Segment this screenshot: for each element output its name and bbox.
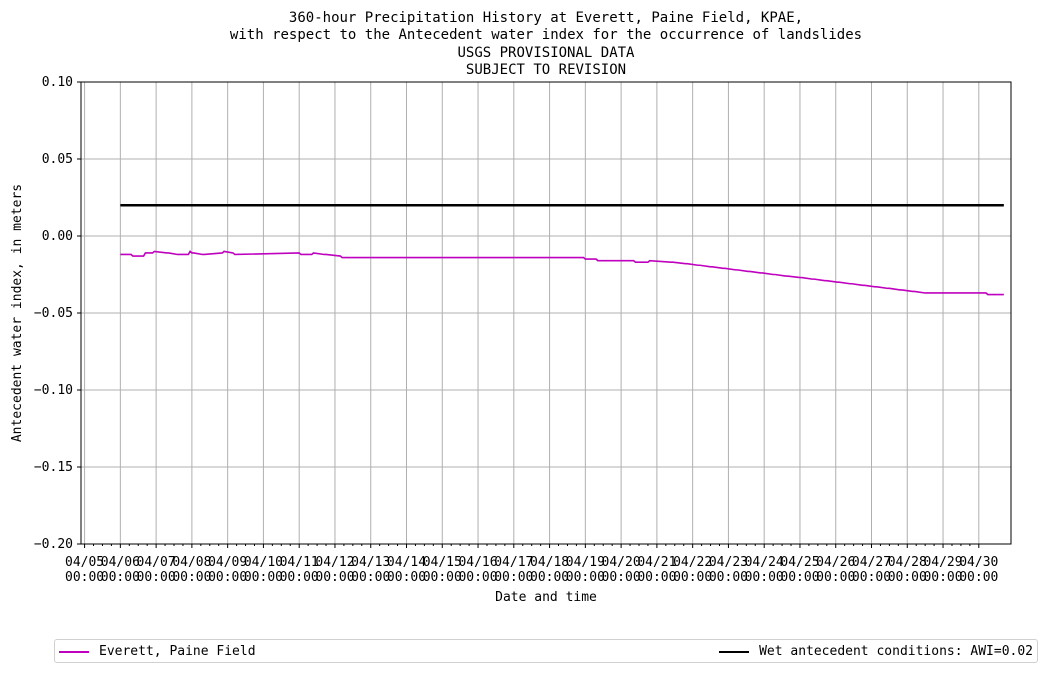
y-axis-ticks: 0.10 0.05 0.00 −0.05 −0.10 −0.15 −0.20 — [34, 75, 81, 552]
x-tick-time-label: 00:00 — [923, 570, 962, 585]
x-tick-time-label: 00:00 — [387, 570, 426, 585]
x-tick-date-label: 04/10 — [244, 555, 283, 570]
y-tick-label: 0.05 — [42, 152, 73, 167]
x-tick-date-label: 04/22 — [673, 555, 712, 570]
x-tick-time-label: 00:00 — [602, 570, 641, 585]
x-tick-date-label: 04/15 — [423, 555, 462, 570]
x-tick-date-label: 04/09 — [208, 555, 247, 570]
x-tick-date-label: 04/14 — [387, 555, 426, 570]
x-tick-date-label: 04/19 — [566, 555, 605, 570]
x-tick-date-label: 04/24 — [745, 555, 784, 570]
x-tick-date-label: 04/16 — [458, 555, 497, 570]
x-tick-time-label: 00:00 — [494, 570, 533, 585]
x-tick-time-label: 00:00 — [208, 570, 247, 585]
x-tick-time-label: 00:00 — [673, 570, 712, 585]
y-tick-label: −0.15 — [34, 460, 73, 475]
x-axis-ticks: 04/0500:0004/0600:0004/0700:0004/0800:00… — [65, 544, 998, 585]
x-tick-time-label: 00:00 — [137, 570, 176, 585]
legend-item-wet-threshold: Wet antecedent conditions: AWI=0.02 — [719, 644, 1033, 659]
x-tick-date-label: 04/21 — [637, 555, 676, 570]
x-tick-time-label: 00:00 — [280, 570, 319, 585]
x-tick-time-label: 00:00 — [530, 570, 569, 585]
x-tick-date-label: 04/30 — [959, 555, 998, 570]
y-axis-label: Antecedent water index, in meters — [10, 184, 25, 442]
x-tick-time-label: 00:00 — [172, 570, 211, 585]
x-tick-date-label: 04/20 — [602, 555, 641, 570]
x-tick-time-label: 00:00 — [745, 570, 784, 585]
legend-item-everett: Everett, Paine Field — [59, 644, 256, 659]
x-tick-date-label: 04/18 — [530, 555, 569, 570]
x-tick-time-label: 00:00 — [423, 570, 462, 585]
title-line-1: 360-hour Precipitation History at Everet… — [289, 10, 803, 26]
x-tick-date-label: 04/06 — [101, 555, 140, 570]
x-tick-time-label: 00:00 — [816, 570, 855, 585]
x-tick-time-label: 00:00 — [65, 570, 104, 585]
x-tick-date-label: 04/08 — [172, 555, 211, 570]
x-tick-time-label: 00:00 — [566, 570, 605, 585]
legend: Everett, Paine Field Wet antecedent cond… — [54, 639, 1038, 663]
title-line-2: with respect to the Antecedent water ind… — [230, 27, 862, 43]
series-layer — [120, 203, 1004, 296]
x-tick-date-label: 04/12 — [315, 555, 354, 570]
x-tick-date-label: 04/05 — [65, 555, 104, 570]
x-tick-date-label: 04/11 — [280, 555, 319, 570]
y-tick-label: −0.05 — [34, 306, 73, 321]
x-tick-date-label: 04/13 — [351, 555, 390, 570]
x-tick-time-label: 00:00 — [959, 570, 998, 585]
legend-label-wet-threshold: Wet antecedent conditions: AWI=0.02 — [759, 644, 1033, 659]
x-tick-date-label: 04/07 — [137, 555, 176, 570]
x-tick-time-label: 00:00 — [780, 570, 819, 585]
x-tick-date-label: 04/27 — [852, 555, 891, 570]
x-tick-date-label: 04/17 — [494, 555, 533, 570]
x-tick-date-label: 04/28 — [888, 555, 927, 570]
title-line-4: SUBJECT TO REVISION — [466, 62, 626, 78]
chart-title: 360-hour Precipitation History at Everet… — [230, 10, 862, 78]
grid-lines — [81, 81, 1011, 545]
legend-label-everett: Everett, Paine Field — [99, 644, 256, 659]
x-tick-time-label: 00:00 — [351, 570, 390, 585]
x-tick-date-label: 04/26 — [816, 555, 855, 570]
x-tick-date-label: 04/25 — [780, 555, 819, 570]
y-tick-label: 0.10 — [42, 75, 73, 90]
x-tick-time-label: 00:00 — [888, 570, 927, 585]
x-tick-time-label: 00:00 — [637, 570, 676, 585]
legend-swatch-wet-threshold — [719, 650, 750, 653]
x-tick-time-label: 00:00 — [852, 570, 891, 585]
y-tick-label: 0.00 — [42, 229, 73, 244]
legend-swatch-everett — [59, 650, 89, 653]
x-tick-time-label: 00:00 — [709, 570, 748, 585]
x-axis-label: Date and time — [495, 590, 597, 605]
series-line-everett — [120, 250, 1004, 296]
y-tick-label: −0.20 — [34, 537, 73, 552]
x-tick-date-label: 04/23 — [709, 555, 748, 570]
title-line-3: USGS PROVISIONAL DATA — [457, 45, 635, 61]
x-tick-time-label: 00:00 — [101, 570, 140, 585]
x-tick-time-label: 00:00 — [244, 570, 283, 585]
y-tick-label: −0.10 — [34, 383, 73, 398]
x-tick-time-label: 00:00 — [315, 570, 354, 585]
x-tick-time-label: 00:00 — [458, 570, 497, 585]
x-tick-date-label: 04/29 — [923, 555, 962, 570]
